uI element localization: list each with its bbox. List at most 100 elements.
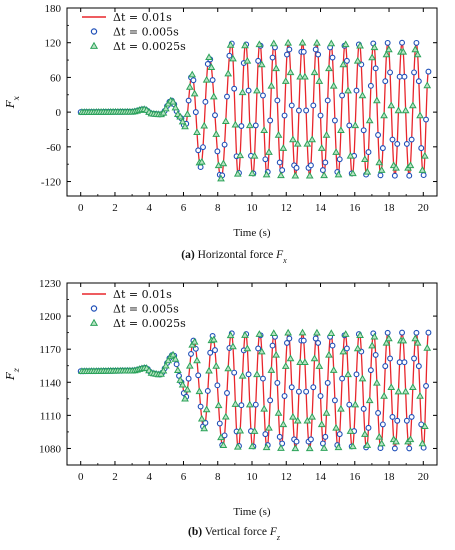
triangle-marker bbox=[214, 161, 223, 169]
circle-marker bbox=[391, 172, 398, 179]
circle-marker bbox=[423, 116, 429, 123]
circle-marker bbox=[245, 371, 252, 378]
triangle-marker bbox=[406, 435, 415, 443]
triangle-marker bbox=[353, 56, 362, 64]
circle-marker bbox=[411, 355, 417, 362]
x-tick-label: 20 bbox=[418, 471, 430, 483]
circle-marker bbox=[396, 359, 403, 366]
triangle-marker bbox=[413, 50, 422, 58]
circle-marker bbox=[408, 136, 415, 143]
circle-marker bbox=[367, 367, 374, 374]
triangle-marker bbox=[356, 331, 364, 339]
circle-marker bbox=[329, 342, 336, 349]
x-tick-label: 4 bbox=[146, 202, 152, 214]
circle-marker bbox=[379, 421, 386, 428]
legend-label: Δt = 0.005s bbox=[113, 303, 179, 316]
circle-marker bbox=[295, 107, 302, 114]
triangle-marker bbox=[241, 41, 249, 49]
triangle-marker bbox=[185, 82, 194, 90]
triangle-marker bbox=[274, 408, 283, 416]
triangle-marker bbox=[373, 378, 381, 386]
circle-marker bbox=[224, 93, 230, 100]
circle-marker bbox=[295, 388, 302, 395]
circle-marker bbox=[274, 379, 281, 386]
triangle-marker bbox=[265, 148, 273, 155]
legend-label: Δt = 0.005s bbox=[113, 26, 179, 39]
triangle-marker bbox=[385, 45, 393, 53]
circle-marker bbox=[375, 410, 382, 416]
circle-marker bbox=[389, 413, 396, 420]
triangle-marker bbox=[277, 171, 285, 179]
triangle-marker bbox=[279, 144, 288, 151]
circle-marker bbox=[185, 375, 192, 382]
plot-area bbox=[77, 38, 432, 182]
triangle-marker bbox=[289, 412, 297, 420]
triangle-marker bbox=[322, 130, 331, 138]
circle-marker bbox=[387, 69, 394, 76]
circle-marker bbox=[403, 140, 410, 147]
legend-label: Δt = 0.01s bbox=[113, 11, 172, 24]
triangle-marker bbox=[310, 354, 319, 362]
circle-marker bbox=[202, 419, 209, 426]
circle-marker bbox=[260, 375, 266, 382]
triangle-marker bbox=[289, 135, 297, 143]
triangle-marker bbox=[346, 151, 355, 159]
triangle-marker bbox=[219, 159, 228, 167]
circle-marker bbox=[173, 361, 180, 368]
triangle-marker bbox=[320, 444, 328, 451]
triangle-marker bbox=[353, 344, 362, 352]
triangle-marker bbox=[305, 171, 314, 179]
triangle-marker bbox=[394, 387, 403, 395]
triangle-marker bbox=[339, 60, 348, 68]
circle-marker bbox=[212, 112, 218, 119]
triangle-marker bbox=[236, 151, 245, 159]
plot-area bbox=[77, 328, 432, 452]
triangle-marker bbox=[337, 126, 345, 134]
triangle-marker bbox=[296, 358, 304, 365]
circle-marker bbox=[413, 329, 420, 336]
triangle-marker bbox=[406, 161, 415, 169]
circle-marker bbox=[255, 345, 262, 352]
triangle-marker bbox=[181, 122, 189, 130]
triangle-marker bbox=[308, 412, 316, 420]
triangle-marker bbox=[248, 442, 257, 450]
x-tick-label: 2 bbox=[112, 202, 118, 214]
triangle-marker bbox=[399, 336, 408, 344]
triangle-marker bbox=[178, 117, 187, 125]
triangle-marker bbox=[413, 338, 422, 346]
x-tick-label: 16 bbox=[349, 471, 361, 483]
triangle-marker bbox=[298, 38, 307, 46]
triangle-marker bbox=[250, 427, 259, 434]
legend-triangle-icon bbox=[89, 41, 99, 49]
circle-marker bbox=[267, 397, 274, 404]
triangle-marker bbox=[327, 39, 336, 47]
circle-marker bbox=[406, 172, 413, 179]
y-tick-label: 60 bbox=[50, 72, 62, 84]
triangle-marker bbox=[245, 400, 254, 408]
triangle-marker bbox=[267, 366, 276, 373]
circle-marker bbox=[346, 122, 353, 129]
triangle-marker bbox=[245, 121, 254, 129]
triangle-marker bbox=[310, 68, 319, 76]
triangle-marker bbox=[284, 328, 293, 336]
circle-marker bbox=[260, 92, 266, 99]
triangle-marker bbox=[272, 350, 281, 358]
legend-label: Δt = 0.0025s bbox=[113, 40, 186, 53]
triangle-marker bbox=[226, 41, 235, 48]
x-tick-label: 10 bbox=[247, 202, 259, 214]
circle-marker bbox=[391, 445, 398, 452]
triangle-marker bbox=[219, 441, 228, 448]
triangle-marker bbox=[325, 350, 333, 358]
triangle-marker bbox=[214, 401, 223, 409]
circle-marker bbox=[226, 52, 233, 59]
triangle-marker bbox=[193, 356, 201, 364]
x-tick-label: 18 bbox=[384, 202, 396, 214]
circle-marker bbox=[288, 384, 295, 391]
legend-triangle-icon bbox=[89, 318, 99, 326]
triangle-marker bbox=[205, 366, 213, 374]
x-tick-label: 10 bbox=[247, 471, 259, 483]
triangle-marker bbox=[401, 106, 410, 114]
circle-marker bbox=[269, 54, 276, 61]
triangle-marker bbox=[408, 383, 417, 391]
triangle-marker bbox=[217, 433, 225, 441]
